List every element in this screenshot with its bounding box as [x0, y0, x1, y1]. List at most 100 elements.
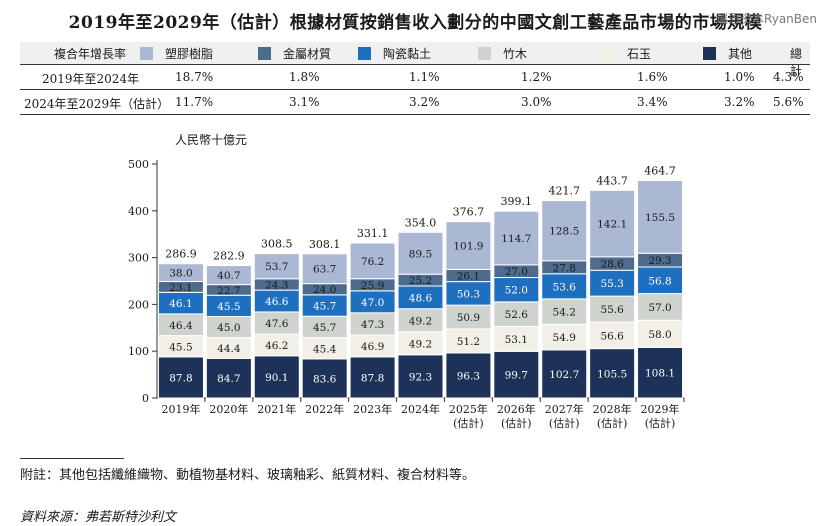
- x-tick-label: 2020年: [209, 402, 248, 416]
- data-label: 55.3: [600, 278, 623, 290]
- total-label: 308.5: [261, 238, 293, 251]
- cagr-cell: 1.0%: [724, 70, 755, 84]
- data-label: 49.2: [409, 338, 432, 350]
- total-label: 282.9: [213, 250, 245, 263]
- bar-segment: [589, 269, 636, 297]
- legend-item-plastic: 塑膠樹脂: [140, 45, 213, 62]
- x-tick-label: 2019年: [161, 402, 200, 416]
- bar-segment: [397, 231, 444, 275]
- x-tick-label: (估計): [549, 416, 580, 430]
- data-label: 52.6: [505, 309, 529, 321]
- data-label: 44.4: [217, 343, 241, 355]
- x-tick-label: (估計): [501, 416, 532, 430]
- data-label: 25.9: [361, 280, 384, 292]
- bar-segment: [493, 210, 540, 266]
- bar-segment: [253, 355, 300, 399]
- data-label: 27.8: [553, 262, 576, 274]
- x-tick-label: (估計): [597, 416, 628, 430]
- data-label: 24.3: [265, 279, 288, 291]
- data-label: 46.2: [265, 340, 288, 352]
- data-label: 128.5: [549, 226, 579, 238]
- cagr-cell: 1.1%: [409, 70, 440, 84]
- cagr-cell: 4.3%: [773, 70, 804, 84]
- y-tick-label: 0: [142, 392, 149, 405]
- legend-swatch: [478, 47, 491, 60]
- legend-swatch: [602, 47, 615, 60]
- data-label: 29.3: [648, 255, 671, 267]
- cagr-cell: 3.0%: [521, 95, 552, 109]
- data-label: 76.2: [361, 256, 384, 268]
- footnote: 附註：其他包括纖維織物、動植物基材料、玻璃釉彩、紙質材料、複合材料等。: [20, 468, 476, 483]
- legend-item-other: 其他: [703, 45, 752, 62]
- bar-segment: [541, 298, 588, 325]
- data-label: 45.5: [169, 341, 192, 353]
- bar-segment: [253, 253, 300, 280]
- data-label: 53.6: [553, 281, 577, 293]
- x-tick-label: 2025年: [449, 402, 488, 416]
- total-label: 354.0: [405, 216, 437, 229]
- data-label: 24.0: [313, 284, 336, 296]
- data-label: 84.7: [217, 373, 240, 385]
- data-label: 96.3: [457, 370, 480, 382]
- stacked-bar-chart: 人民幣十億元 0 100 200 300 400 500 87.8 45.5 46.4 46.1 23…: [128, 133, 685, 430]
- data-label: 27.0: [505, 266, 528, 278]
- cagr-cell: 18.7%: [175, 70, 214, 84]
- cagr-row: 2019年至2024年 18.7% 1.8% 1.1% 1.2% 1.6% 1.…: [20, 64, 810, 89]
- data-label: 46.4: [169, 320, 193, 332]
- data-label: 45.5: [217, 301, 240, 313]
- data-label: 90.1: [265, 372, 288, 384]
- y-tick-label: 500: [128, 158, 149, 171]
- data-label: 102.7: [549, 369, 579, 381]
- x-tick-label: 2029年: [641, 402, 680, 416]
- data-label: 50.3: [457, 288, 480, 300]
- y-tick-label: 300: [128, 252, 149, 265]
- bar-segment: [445, 221, 492, 270]
- bar-segment: [541, 323, 588, 351]
- bar-segment: [205, 265, 252, 286]
- data-label: 63.7: [313, 264, 336, 276]
- data-label: 28.6: [600, 259, 624, 271]
- data-label: 53.1: [505, 334, 528, 346]
- cagr-cell: 1.6%: [637, 70, 668, 84]
- bar-segment: [493, 350, 540, 399]
- data-label: 51.2: [457, 336, 480, 348]
- data-label: 54.9: [553, 332, 576, 344]
- y-tick-label: 200: [128, 298, 149, 311]
- bar-segment: [541, 349, 588, 399]
- cagr-cell: 1.2%: [521, 70, 552, 84]
- data-label: 142.1: [597, 219, 627, 231]
- data-label: 114.7: [501, 233, 531, 245]
- data-label: 87.8: [169, 372, 192, 384]
- total-label: 376.7: [453, 206, 485, 219]
- total-label: 421.7: [548, 185, 580, 198]
- data-label: 54.2: [553, 307, 576, 319]
- y-tick-label: 100: [128, 345, 149, 358]
- data-label: 56.6: [600, 330, 624, 342]
- data-label: 25.2: [409, 275, 432, 287]
- data-label: 45.4: [313, 343, 337, 355]
- data-label: 50.9: [457, 312, 480, 324]
- bar-segment: [157, 356, 204, 399]
- legend-header: 複合年增長率: [54, 47, 127, 61]
- cagr-period: 2019年至2024年: [42, 72, 140, 86]
- legend-item-bamboo: 竹木: [478, 45, 527, 62]
- data-label: 105.5: [597, 368, 627, 380]
- cagr-cell: 5.6%: [773, 95, 804, 109]
- x-tick-label: 2027年: [545, 402, 584, 416]
- bar-segment: [397, 354, 444, 399]
- x-tick-label: 2023年: [353, 402, 392, 416]
- data-label: 38.0: [169, 268, 192, 280]
- legend: 複合年增長率 塑膠樹脂 金屬材質 陶瓷黏土 竹木 石玉 其他 總計: [20, 42, 810, 78]
- data-label: 101.9: [453, 241, 483, 253]
- cagr-cell: 3.2%: [409, 95, 440, 109]
- data-label: 92.3: [409, 371, 432, 383]
- bar-segment: [205, 357, 252, 399]
- total-label: 331.1: [357, 227, 389, 240]
- cagr-table: 2019年至2024年 18.7% 1.8% 1.1% 1.2% 1.6% 1.…: [20, 64, 810, 115]
- data-label: 47.0: [361, 297, 384, 309]
- bar-segment: [157, 263, 204, 283]
- footnote-divider: [20, 458, 124, 459]
- total-label: 443.7: [596, 174, 628, 187]
- x-tick-label: 2022年: [305, 402, 344, 416]
- cagr-cell: 3.1%: [289, 95, 320, 109]
